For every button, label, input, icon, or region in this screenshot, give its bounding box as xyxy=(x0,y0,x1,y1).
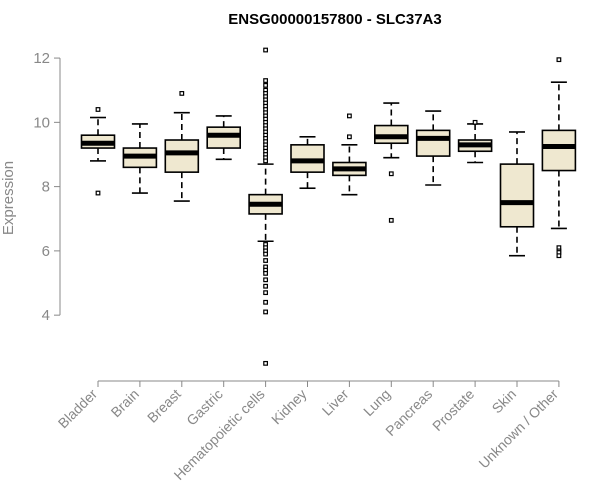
x-tick-label: Skin xyxy=(489,386,520,417)
outlier-point xyxy=(263,299,268,305)
box-breast xyxy=(164,91,200,202)
outlier-point xyxy=(556,253,562,259)
box-lung xyxy=(373,102,409,223)
x-tick-label: Pancreas xyxy=(382,386,435,439)
y-tick-label: 10 xyxy=(33,114,50,131)
iqr-box xyxy=(164,139,200,173)
box-kidney xyxy=(290,136,325,190)
y-axis: 4 6 8 10 12 xyxy=(33,50,61,324)
outlier-point xyxy=(263,251,268,257)
outlier-point xyxy=(388,171,394,177)
y-tick-label: 4 xyxy=(42,307,50,324)
outlier-point xyxy=(263,258,268,263)
box-brain xyxy=(122,123,158,194)
y-tick-label: 8 xyxy=(42,179,50,196)
box-liver xyxy=(332,113,367,196)
box-unknown-other xyxy=(541,57,577,259)
iqr-box xyxy=(541,129,577,172)
box-pancreas xyxy=(415,110,451,186)
outlier-point xyxy=(263,309,268,315)
box-skin xyxy=(499,131,535,257)
outlier-point xyxy=(179,91,185,96)
y-tick-label: 6 xyxy=(42,243,50,260)
iqr-box xyxy=(499,163,535,228)
x-tick-label: Unknown / Other xyxy=(475,386,561,472)
outlier-point xyxy=(556,57,562,63)
outlier-point xyxy=(347,134,352,140)
box-gastric xyxy=(206,115,241,161)
x-tick-label: Brain xyxy=(108,386,142,420)
outlier-point xyxy=(95,107,101,112)
x-tick-label: Liver xyxy=(319,386,352,419)
outlier-point xyxy=(347,113,352,119)
outlier-point xyxy=(263,283,268,289)
outlier-point xyxy=(263,78,268,83)
outlier-point xyxy=(263,290,268,296)
outlier-point xyxy=(95,190,101,196)
chart-title: ENSG00000157800 - SLC37A3 xyxy=(228,11,441,28)
box-hematopoietic-cells xyxy=(248,47,283,366)
x-tick-label: Breast xyxy=(144,386,184,426)
outlier-point xyxy=(263,82,268,88)
outlier-point xyxy=(263,158,268,164)
x-tick-label: Kidney xyxy=(268,386,310,428)
box-series xyxy=(80,47,577,366)
x-tick-label: Bladder xyxy=(55,386,101,432)
outlier-point xyxy=(263,47,268,53)
outlier-point xyxy=(472,119,478,125)
y-tick-label: 12 xyxy=(33,50,50,67)
box-bladder xyxy=(80,107,116,196)
x-tick-label: Lung xyxy=(360,386,393,419)
y-axis-label: Expression xyxy=(0,161,17,235)
box-prostate xyxy=(457,119,493,164)
x-tick-label: Prostate xyxy=(429,386,477,434)
outlier-point xyxy=(388,217,394,223)
outlier-point xyxy=(263,360,268,366)
outlier-point xyxy=(263,270,268,276)
outlier-point xyxy=(263,277,268,283)
iqr-box xyxy=(415,129,451,157)
